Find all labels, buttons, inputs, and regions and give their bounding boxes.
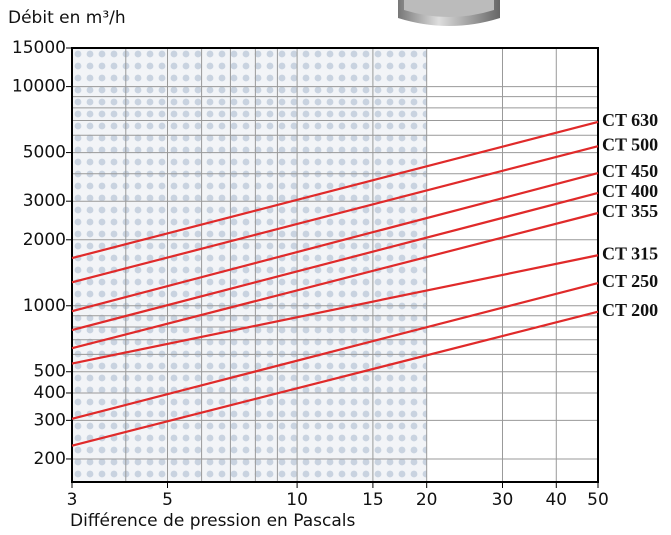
y-tick-label: 10000 xyxy=(12,77,66,97)
series-line xyxy=(71,120,599,260)
y-tick-label: 500 xyxy=(34,362,66,382)
x-tick-label: 10 xyxy=(286,490,308,510)
y-tick-label: 300 xyxy=(34,410,66,430)
series-label: CT 200 xyxy=(602,300,658,320)
series-line xyxy=(71,211,599,350)
x-tick-label: 50 xyxy=(587,490,609,510)
x-tick-label: 40 xyxy=(545,490,567,510)
x-tick-label: 15 xyxy=(362,490,384,510)
series-line xyxy=(71,310,599,447)
y-tick-label: 400 xyxy=(34,383,66,403)
y-tick-label: 2000 xyxy=(23,230,66,250)
series-line xyxy=(71,145,599,284)
series-line xyxy=(71,191,599,332)
y-axis-title: Débit en m³/h xyxy=(8,8,126,28)
x-tick-label: 30 xyxy=(492,490,514,510)
y-tick-label: 5000 xyxy=(23,143,66,163)
y-tick-label: 1000 xyxy=(23,296,66,316)
y-tick-label: 200 xyxy=(34,449,66,469)
product-image xyxy=(398,0,500,26)
series-line xyxy=(71,172,599,313)
series-label: CT 630 xyxy=(602,110,658,130)
x-axis-title: Différence de pression en Pascals xyxy=(70,511,355,531)
y-tick-label: 3000 xyxy=(23,191,66,211)
series-label: CT 315 xyxy=(602,243,658,263)
series-label: CT 500 xyxy=(602,134,658,154)
series-line xyxy=(71,281,599,420)
series-label: CT 250 xyxy=(602,271,658,291)
x-tick-label: 20 xyxy=(416,490,438,510)
y-tick-label: 15000 xyxy=(12,38,66,58)
plot-frame xyxy=(71,47,599,483)
series-line xyxy=(71,254,599,365)
x-tick-label: 3 xyxy=(67,490,78,510)
series-label: CT 400 xyxy=(602,181,658,201)
series-label: CT 450 xyxy=(602,161,658,181)
series-label: CT 355 xyxy=(602,201,658,221)
x-tick-label: 5 xyxy=(162,490,173,510)
